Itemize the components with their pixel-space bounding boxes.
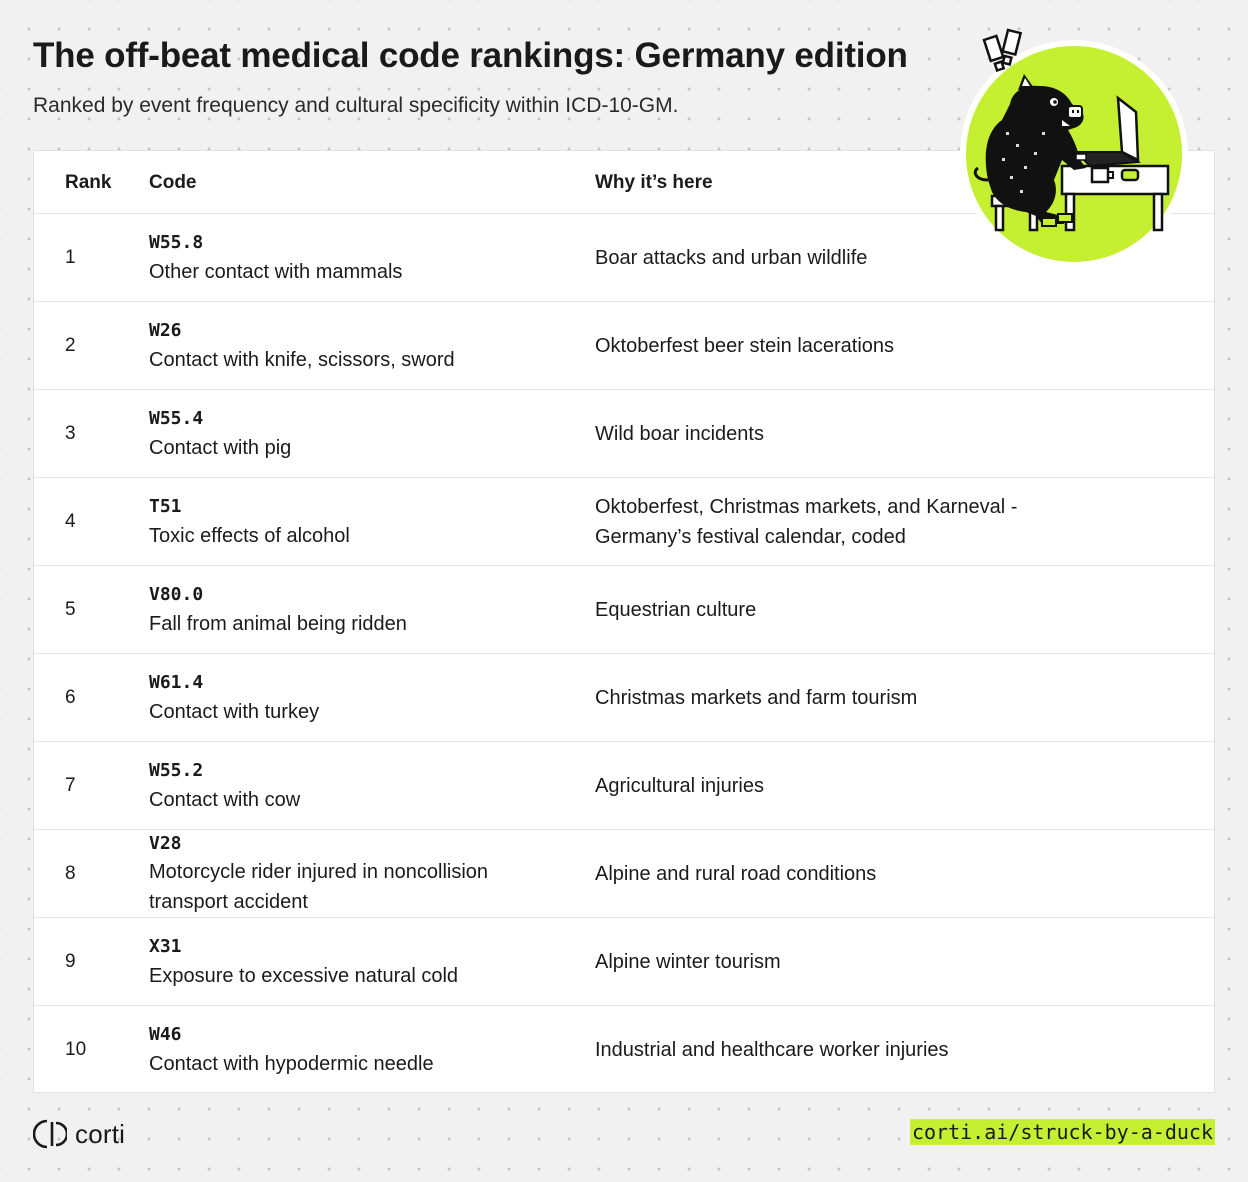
- row-code: W46: [149, 1024, 182, 1045]
- header-rank: Rank: [65, 172, 112, 193]
- footer-link[interactable]: corti.ai/struck-by-a-duck: [909, 1119, 1215, 1145]
- row-why: Christmas markets and farm tourism: [595, 687, 918, 709]
- header-code: Code: [149, 172, 197, 193]
- corti-logo-icon: [33, 1119, 67, 1149]
- row-description: Toxic effects of alcohol: [149, 525, 350, 547]
- row-rank: 3: [65, 423, 76, 444]
- row-why: Equestrian culture: [595, 599, 757, 621]
- row-code: W55.2: [149, 760, 204, 781]
- row-description: Other contact with mammals: [149, 261, 403, 283]
- boar-at-laptop-illustration: [960, 28, 1188, 268]
- row-code: W26: [149, 320, 182, 341]
- row-description: Contact with knife, scissors, sword: [149, 349, 455, 371]
- row-rank: 4: [65, 511, 76, 532]
- table-row: 4 T51 Toxic effects of alcohol Oktoberfe…: [34, 478, 1214, 566]
- table-row: 3 W55.4 Contact with pig Wild boar incid…: [34, 390, 1214, 478]
- row-why: Agricultural injuries: [595, 775, 764, 797]
- row-code-cell: V80.0 Fall from animal being ridden: [149, 566, 549, 654]
- table-row: 1 W55.8 Other contact with mammals Boar …: [34, 214, 1214, 302]
- table-row: 2 W26 Contact with knife, scissors, swor…: [34, 302, 1214, 390]
- row-rank: 10: [65, 1039, 87, 1060]
- row-code: V80.0: [149, 584, 204, 605]
- row-code: X31: [149, 936, 182, 957]
- row-code-cell: X31 Exposure to excessive natural cold: [149, 918, 549, 1006]
- row-description: Contact with cow: [149, 789, 301, 811]
- row-description: Fall from animal being ridden: [149, 613, 407, 635]
- table-row: 7 W55.2 Contact with cow Agricultural in…: [34, 742, 1214, 830]
- row-code-cell: W55.2 Contact with cow: [149, 742, 549, 830]
- row-code: W55.4: [149, 408, 204, 429]
- row-why: Boar attacks and urban wildlife: [595, 247, 868, 269]
- row-code: W55.8: [149, 232, 204, 253]
- row-code-cell: W46 Contact with hypodermic needle: [149, 1006, 549, 1094]
- row-code-cell: W55.4 Contact with pig: [149, 390, 549, 478]
- row-code: V28: [149, 833, 182, 854]
- table-row: 10 W46 Contact with hypodermic needle In…: [34, 1006, 1214, 1094]
- page-title: The off-beat medical code rankings: Germ…: [33, 36, 908, 75]
- row-why: Oktoberfest, Christmas markets, and Karn…: [595, 496, 1018, 548]
- row-rank: 6: [65, 687, 76, 708]
- table-row: 8 V28 Motorcycle rider injured in noncol…: [34, 830, 1214, 918]
- row-why: Wild boar incidents: [595, 423, 764, 445]
- row-code-cell: V28 Motorcycle rider injured in noncolli…: [149, 830, 489, 918]
- row-rank: 9: [65, 951, 76, 972]
- row-code: W61.4: [149, 672, 204, 693]
- row-rank: 1: [65, 247, 76, 268]
- table-row: 5 V80.0 Fall from animal being ridden Eq…: [34, 566, 1214, 654]
- row-description: Contact with pig: [149, 437, 292, 459]
- row-why: Alpine and rural road conditions: [595, 863, 877, 885]
- page-subtitle: Ranked by event frequency and cultural s…: [33, 94, 679, 117]
- table-row: 6 W61.4 Contact with turkey Christmas ma…: [34, 654, 1214, 742]
- row-description: Motorcycle rider injured in noncollision…: [149, 861, 489, 913]
- row-code-cell: T51 Toxic effects of alcohol: [149, 478, 549, 566]
- row-description: Contact with turkey: [149, 701, 320, 723]
- row-why: Alpine winter tourism: [595, 951, 781, 973]
- row-rank: 2: [65, 335, 76, 356]
- rankings-table: Rank Code Why it’s here 1 W55.8 Other co…: [33, 150, 1215, 1093]
- row-rank: 5: [65, 599, 76, 620]
- row-why: Industrial and healthcare worker injurie…: [595, 1039, 949, 1061]
- row-code-cell: W61.4 Contact with turkey: [149, 654, 549, 742]
- row-code: T51: [149, 496, 182, 517]
- logo-wordmark: corti: [75, 1118, 126, 1149]
- row-description: Contact with hypodermic needle: [149, 1053, 434, 1075]
- row-why: Oktoberfest beer stein lacerations: [595, 335, 895, 357]
- table-row: 9 X31 Exposure to excessive natural cold…: [34, 918, 1214, 1006]
- row-rank: 8: [65, 863, 76, 884]
- row-description: Exposure to excessive natural cold: [149, 965, 459, 987]
- row-code-cell: W55.8 Other contact with mammals: [149, 214, 549, 302]
- footer-logo[interactable]: corti: [33, 1118, 125, 1150]
- table-header: Rank Code Why it’s here: [34, 151, 1214, 214]
- row-rank: 7: [65, 775, 76, 796]
- header-why: Why it’s here: [595, 172, 713, 193]
- row-code-cell: W26 Contact with knife, scissors, sword: [149, 302, 549, 390]
